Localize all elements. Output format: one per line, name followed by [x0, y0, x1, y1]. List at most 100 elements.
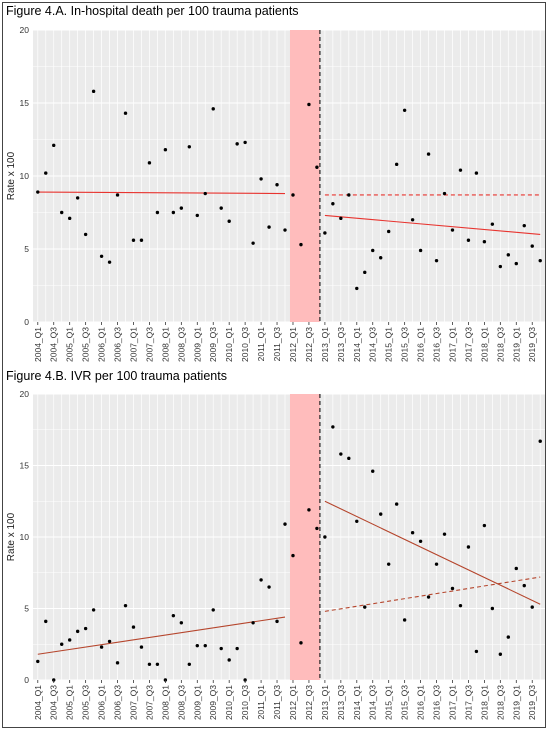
data-point — [506, 635, 511, 639]
data-point — [227, 658, 231, 662]
x-tick-label: 2010_Q3 — [240, 327, 250, 362]
x-tick-label: 2015_Q3 — [400, 327, 410, 362]
data-point — [195, 213, 199, 218]
y-axis-label: Rate x 100 — [6, 151, 17, 200]
data-point — [187, 662, 192, 666]
x-tick-label: 2015_Q1 — [384, 685, 394, 720]
x-tick-label: 2006_Q3 — [113, 685, 123, 720]
data-point — [386, 562, 391, 566]
x-tick-label: 2013_Q3 — [336, 327, 346, 362]
data-point — [530, 244, 534, 248]
x-tick-label: 2005_Q3 — [81, 327, 91, 362]
data-point — [466, 545, 471, 549]
data-point — [267, 225, 271, 229]
data-point — [171, 613, 176, 618]
x-tick-label: 2014_Q3 — [368, 327, 378, 362]
data-point — [203, 191, 207, 196]
data-point — [83, 626, 88, 631]
data-point — [514, 566, 518, 571]
data-point — [99, 645, 104, 649]
x-tick-label: 2004_Q1 — [33, 327, 43, 362]
data-point — [235, 142, 239, 146]
data-point — [44, 171, 48, 175]
data-point — [331, 202, 335, 206]
y-tick-label: 20 — [20, 389, 30, 399]
data-point — [363, 605, 367, 609]
intervention-band — [289, 30, 320, 322]
data-point — [147, 662, 152, 666]
y-tick-label: 15 — [20, 98, 30, 108]
data-point — [307, 508, 311, 512]
data-point — [323, 535, 327, 539]
data-point — [155, 210, 160, 215]
data-point — [363, 270, 367, 275]
data-point — [179, 206, 184, 210]
data-point — [227, 219, 231, 223]
data-point — [299, 641, 303, 645]
x-tick-label: 2008_Q3 — [176, 327, 186, 362]
x-tick-label: 2018_Q1 — [479, 327, 489, 362]
x-tick-label: 2008_Q1 — [160, 327, 170, 362]
x-tick-label: 2008_Q1 — [160, 685, 170, 720]
x-tick-label: 2012_Q1 — [288, 685, 298, 720]
fitted-trend-line — [324, 500, 541, 605]
data-point — [60, 210, 64, 215]
data-point — [44, 619, 48, 624]
x-tick-label: 2017_Q3 — [463, 685, 473, 720]
data-point — [339, 216, 343, 221]
data-point — [394, 502, 399, 506]
x-tick-label: 2008_Q3 — [176, 685, 186, 720]
data-point — [67, 216, 72, 221]
data-point — [219, 646, 223, 651]
data-point — [418, 248, 423, 253]
data-point — [371, 248, 375, 253]
data-point — [259, 177, 263, 181]
data-point — [219, 206, 223, 210]
data-point — [426, 152, 431, 156]
x-tick-label: 2005_Q1 — [65, 327, 75, 362]
data-point — [418, 539, 423, 543]
y-tick-label: 5 — [24, 604, 29, 614]
data-point — [474, 171, 479, 175]
y-tick-label: 5 — [24, 244, 29, 254]
data-point — [291, 553, 295, 558]
data-point — [91, 608, 96, 612]
fitted-trend-line — [37, 616, 286, 655]
counterfactual-trend-line — [324, 576, 541, 612]
x-tick-label: 2005_Q3 — [81, 685, 91, 720]
data-point — [211, 608, 215, 612]
x-tick-label: 2016_Q3 — [432, 685, 442, 720]
data-point — [115, 193, 120, 197]
data-point — [131, 238, 136, 242]
x-tick-label: 2017_Q1 — [447, 685, 457, 720]
data-point — [426, 595, 431, 599]
data-point — [355, 286, 359, 291]
data-point — [466, 238, 471, 242]
data-point — [291, 193, 295, 197]
data-point — [195, 643, 199, 648]
x-tick-label: 2010_Q1 — [224, 685, 234, 720]
y-tick-label: 15 — [20, 461, 30, 471]
data-point — [36, 659, 40, 664]
x-tick-label: 2019_Q3 — [527, 685, 537, 720]
data-point — [259, 578, 263, 582]
y-tick-label: 0 — [24, 317, 29, 327]
data-point — [355, 519, 359, 523]
x-tick-label: 2014_Q3 — [368, 685, 378, 720]
x-tick-label: 2015_Q3 — [400, 685, 410, 720]
x-tick-label: 2011_Q1 — [256, 327, 266, 362]
data-point — [347, 456, 351, 461]
data-point — [36, 190, 40, 194]
data-point — [123, 603, 128, 608]
data-point — [538, 439, 542, 443]
data-point — [498, 264, 503, 269]
data-point — [283, 228, 287, 232]
data-point — [402, 108, 407, 113]
data-point — [450, 586, 455, 591]
x-tick-label: 2009_Q1 — [192, 327, 202, 362]
data-point — [379, 256, 383, 260]
x-tick-label: 2009_Q3 — [208, 327, 218, 362]
intervention-band — [289, 394, 320, 680]
x-tick-label: 2012_Q3 — [304, 685, 314, 720]
data-point — [307, 102, 311, 107]
